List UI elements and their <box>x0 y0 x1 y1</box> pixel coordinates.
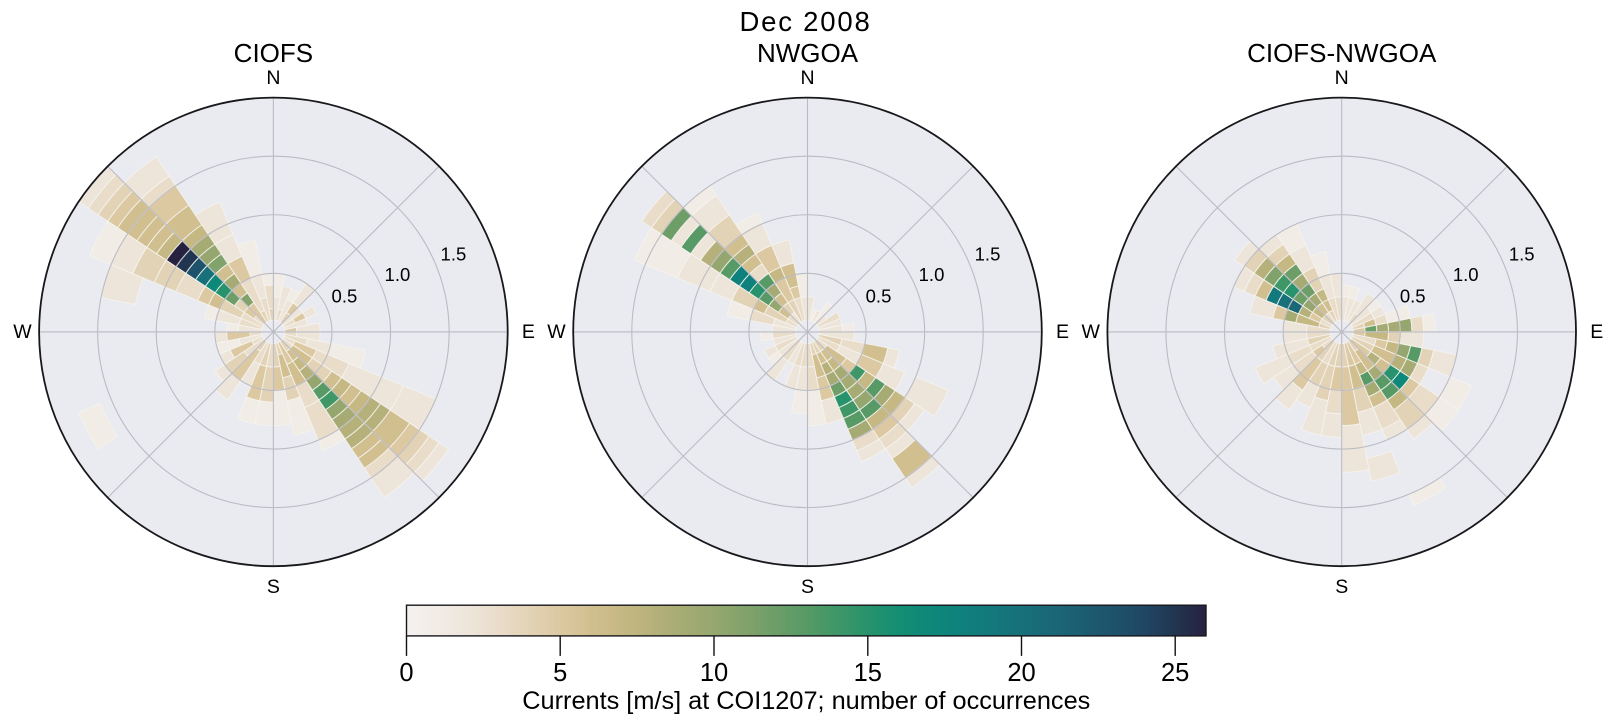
svg-text:E: E <box>1056 321 1069 343</box>
svg-text:1.0: 1.0 <box>385 264 411 285</box>
svg-text:0: 0 <box>399 659 413 687</box>
svg-text:20: 20 <box>1007 659 1035 687</box>
svg-text:1.5: 1.5 <box>1509 243 1535 264</box>
svg-text:25: 25 <box>1161 659 1189 687</box>
svg-text:W: W <box>13 321 32 343</box>
svg-text:NWGOA: NWGOA <box>757 38 859 68</box>
svg-text:N: N <box>800 67 814 89</box>
svg-text:1.5: 1.5 <box>441 243 467 264</box>
svg-text:0.5: 0.5 <box>1400 285 1426 306</box>
svg-text:S: S <box>1335 576 1348 598</box>
svg-text:1.0: 1.0 <box>1453 264 1479 285</box>
svg-text:CIOFS: CIOFS <box>234 38 313 68</box>
svg-text:N: N <box>1335 67 1349 89</box>
svg-text:5: 5 <box>553 659 567 687</box>
svg-text:Dec 2008: Dec 2008 <box>739 6 871 37</box>
svg-text:E: E <box>1590 321 1603 343</box>
svg-text:E: E <box>522 321 535 343</box>
svg-text:S: S <box>801 576 814 598</box>
svg-text:1.0: 1.0 <box>919 264 945 285</box>
svg-text:S: S <box>267 576 280 598</box>
svg-text:N: N <box>266 67 280 89</box>
svg-text:1.5: 1.5 <box>975 243 1001 264</box>
svg-text:10: 10 <box>700 659 728 687</box>
svg-text:W: W <box>1081 321 1100 343</box>
svg-text:15: 15 <box>854 659 882 687</box>
svg-text:Currents [m/s] at COI1207; num: Currents [m/s] at COI1207; number of occ… <box>522 687 1090 715</box>
svg-text:CIOFS-NWGOA: CIOFS-NWGOA <box>1247 38 1437 68</box>
svg-text:0.5: 0.5 <box>866 285 892 306</box>
svg-text:W: W <box>547 321 566 343</box>
svg-text:0.5: 0.5 <box>332 285 358 306</box>
